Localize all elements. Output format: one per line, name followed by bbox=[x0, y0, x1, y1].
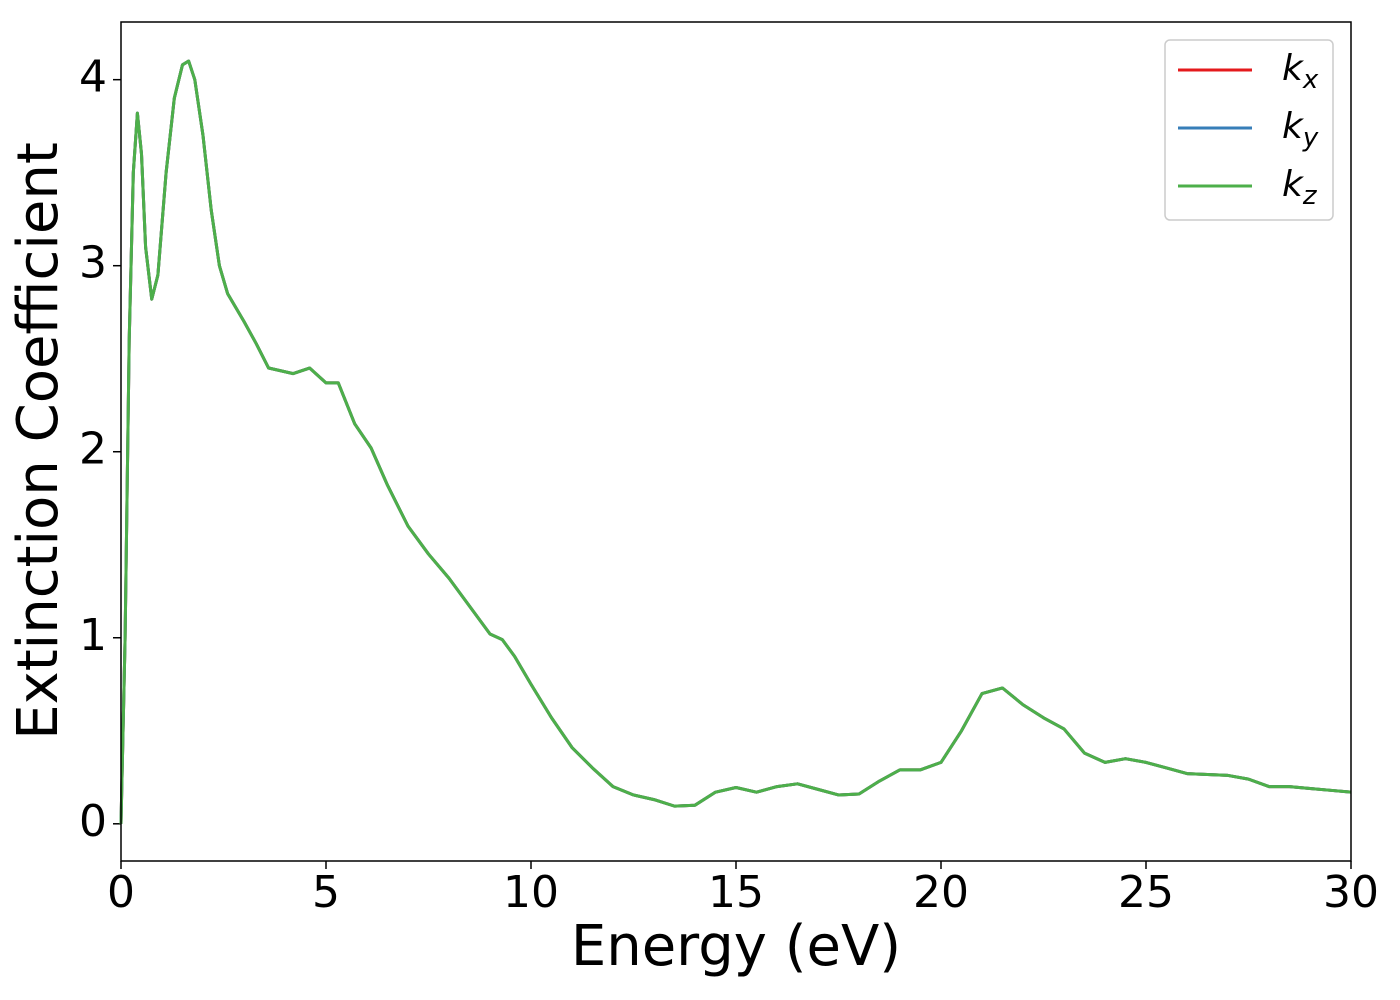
x-tick-label: 15 bbox=[708, 867, 764, 918]
data-line bbox=[119, 59, 1352, 824]
legend-label: kz bbox=[1282, 164, 1318, 211]
x-tick-label: 0 bbox=[107, 867, 135, 918]
legend-label-base: k bbox=[1282, 164, 1305, 205]
legend-label-sub: x bbox=[1302, 65, 1319, 95]
x-tick-label: 5 bbox=[312, 867, 340, 918]
legend-label-base: k bbox=[1282, 48, 1305, 89]
y-tick-label: 1 bbox=[79, 610, 107, 661]
y-tick-label: 4 bbox=[79, 52, 107, 103]
plot-frame bbox=[120, 21, 1352, 862]
legend-box bbox=[1164, 39, 1334, 221]
legend-label-base: k bbox=[1282, 106, 1305, 147]
x-axis-label: Energy (eV) bbox=[571, 914, 901, 979]
legend-label: kx bbox=[1282, 48, 1319, 95]
x-tick-label: 25 bbox=[1118, 867, 1174, 918]
y-tick-label: 0 bbox=[79, 796, 107, 847]
y-tick-label: 2 bbox=[79, 424, 107, 475]
x-tick-label: 30 bbox=[1323, 867, 1379, 918]
y-tick-label: 3 bbox=[79, 238, 107, 289]
y-axis-label: Extinction Coefficient bbox=[6, 142, 71, 740]
x-tick-label: 10 bbox=[503, 867, 559, 918]
legend-label-sub: z bbox=[1302, 181, 1318, 211]
x-tick-label: 20 bbox=[913, 867, 969, 918]
legend-label-sub: y bbox=[1302, 123, 1319, 153]
legend-label: ky bbox=[1282, 106, 1319, 153]
